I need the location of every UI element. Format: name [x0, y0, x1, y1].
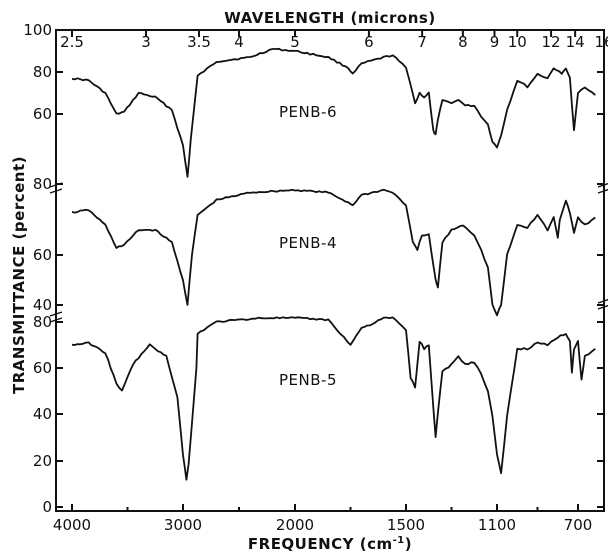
- left-tick-label-2: 60: [33, 105, 52, 123]
- left-tick-label-5: 40: [33, 296, 52, 314]
- bottom-tick-label-1: 3000: [164, 516, 202, 534]
- bottom-tick-label-3: 1500: [387, 516, 425, 534]
- top-axis-ticks: 2.5 3 3.5 4 5 6 7 8 9 10 12 14 16: [60, 30, 608, 51]
- trace-penb-4: [71, 188, 596, 317]
- series-label-penb-6: PENB-6: [279, 103, 337, 121]
- spectrum-traces: [71, 47, 596, 481]
- x-axis-title: FREQUENCY (cm-1): [248, 535, 412, 553]
- left-tick-label-1: 80: [33, 63, 52, 81]
- series-label-penb-5: PENB-5: [279, 371, 337, 389]
- bottom-tick-label-0: 4000: [53, 516, 91, 534]
- left-tick-label-9: 20: [33, 452, 52, 470]
- top-tick-label-6: 7: [417, 33, 427, 51]
- trace-penb-5: [71, 316, 596, 481]
- top-tick-label-1: 3: [141, 33, 151, 51]
- top-tick-label-4: 5: [290, 33, 300, 51]
- left-tick-label-8: 40: [33, 405, 52, 423]
- top-tick-label-9: 10: [508, 33, 527, 51]
- top-tick-label-11: 14: [566, 33, 585, 51]
- top-tick-label-7: 8: [458, 33, 468, 51]
- left-tick-label-0: 100: [23, 21, 52, 39]
- axis-break-right-lower: [597, 298, 608, 310]
- left-tick-label-3: 80: [33, 175, 52, 193]
- top-tick-label-8: 9: [490, 33, 500, 51]
- series-labels: PENB-6 PENB-4 PENB-5: [279, 103, 337, 389]
- series-label-penb-4: PENB-4: [279, 234, 337, 252]
- top-axis-title: WAVELENGTH (microns): [224, 9, 435, 27]
- left-tick-label-7: 60: [33, 359, 52, 377]
- top-tick-label-3: 4: [234, 33, 244, 51]
- bottom-axis-ticks: 4000 3000 2000 1500 1100 700: [53, 504, 592, 534]
- top-tick-label-12: 16: [594, 33, 608, 51]
- axis-break-left-lower: [49, 311, 63, 323]
- left-tick-label-10: 0: [42, 498, 52, 516]
- top-tick-label-10: 12: [542, 33, 561, 51]
- plot-frame: [55, 29, 605, 512]
- y-axis-title: TRANSMITTANCE (percent): [10, 156, 28, 394]
- axis-break-marks: [49, 182, 608, 323]
- bottom-tick-label-5: 700: [564, 516, 593, 534]
- top-tick-label-5: 6: [364, 33, 374, 51]
- bottom-tick-label-4: 1100: [478, 516, 516, 534]
- bottom-tick-label-2: 2000: [276, 516, 314, 534]
- top-tick-label-2: 3.5: [187, 33, 211, 51]
- trace-penb-6: [71, 47, 596, 178]
- left-tick-label-6: 80: [33, 313, 52, 331]
- top-tick-label-0: 2.5: [60, 33, 84, 51]
- left-tick-label-4: 60: [33, 246, 52, 264]
